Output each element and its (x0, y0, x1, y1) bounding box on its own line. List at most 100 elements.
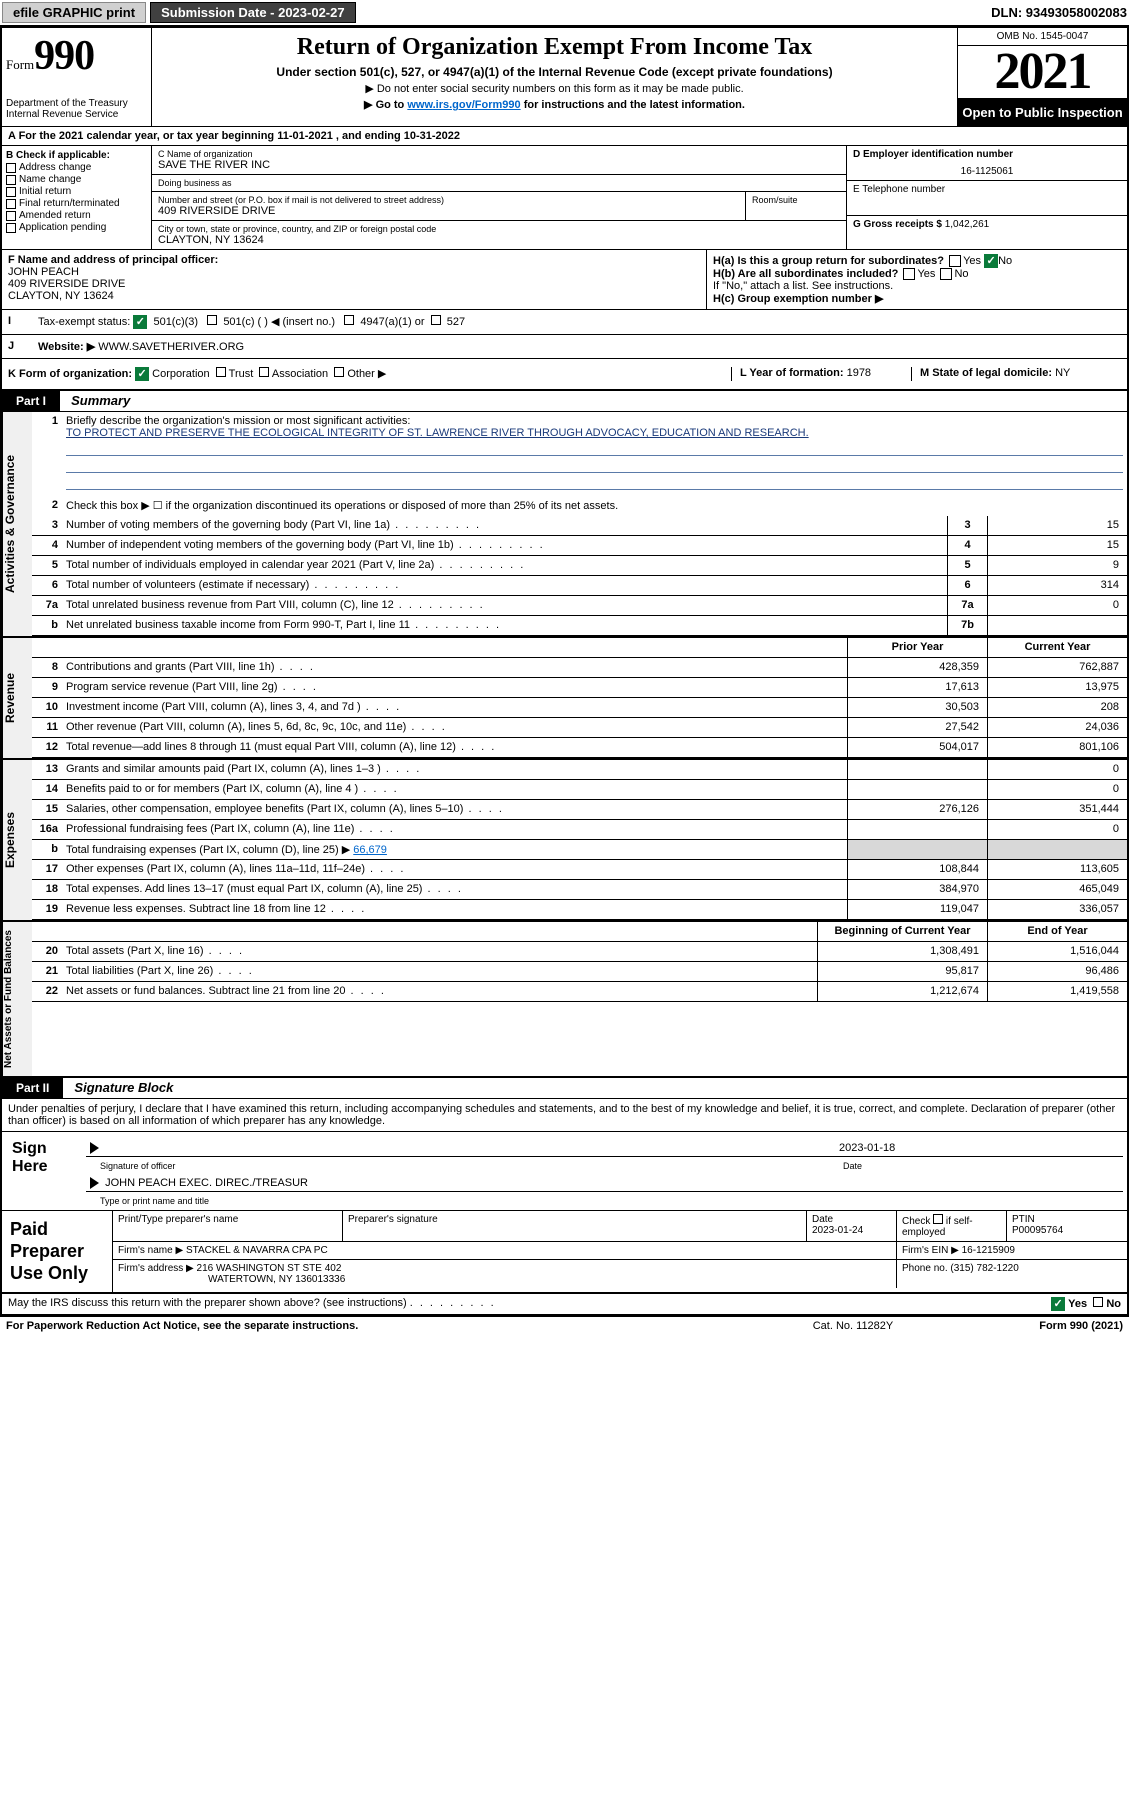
discuss-no-checkbox[interactable] (1093, 1297, 1103, 1307)
col-beginning-year: Beginning of Current Year (817, 922, 987, 941)
m-label: M State of legal domicile: (920, 367, 1052, 379)
table-row: 17 Other expenses (Part IX, column (A), … (32, 860, 1127, 880)
firm-ein-label: Firm's EIN ▶ (902, 1245, 959, 1256)
table-row: 16a Professional fundraising fees (Part … (32, 820, 1127, 840)
cell-grey (987, 840, 1127, 859)
l-label: L Year of formation: (740, 367, 844, 379)
e-label: E Telephone number (853, 184, 945, 195)
efile-button[interactable]: efile GRAPHIC print (2, 2, 146, 23)
form-subtitle: Under section 501(c), 527, or 4947(a)(1)… (158, 65, 951, 79)
ptin-label: PTIN (1012, 1214, 1035, 1225)
part-i-title: Summary (63, 393, 130, 408)
hb-note: If "No," attach a list. See instructions… (713, 280, 1121, 292)
501c-checkbox[interactable] (207, 315, 217, 325)
checkbox-final-return[interactable] (6, 199, 16, 209)
table-row: 11 Other revenue (Part VIII, column (A),… (32, 718, 1127, 738)
name-title-label: Type or print name and title (86, 1196, 1123, 1206)
arrow-icon (90, 1142, 99, 1154)
firm-name-label: Firm's name ▶ (118, 1245, 183, 1256)
firm-phone-label: Phone no. (902, 1263, 948, 1274)
dba-label: Doing business as (158, 178, 840, 188)
prep-sig-header: Preparer's signature (343, 1211, 807, 1241)
paperwork-notice: For Paperwork Reduction Act Notice, see … (6, 1320, 763, 1332)
501c3-checkbox-checked[interactable]: ✓ (133, 315, 147, 329)
table-row: 12 Total revenue—add lines 8 through 11 … (32, 738, 1127, 758)
table-row: 18 Total expenses. Add lines 13–17 (must… (32, 880, 1127, 900)
4947-checkbox[interactable] (344, 315, 354, 325)
row-klm: K Form of organization: ✓ Corporation Tr… (2, 359, 1127, 391)
gross-receipts: 1,042,261 (945, 219, 990, 230)
ha-yes-checkbox[interactable] (949, 255, 961, 267)
firm-phone: (315) 782-1220 (950, 1263, 1018, 1274)
other-checkbox[interactable] (334, 367, 344, 377)
signature-date: 2023-01-18 (839, 1142, 1119, 1154)
q1-label: Briefly describe the organization's miss… (66, 415, 410, 427)
firm-addr-label: Firm's address ▶ (118, 1263, 194, 1274)
table-row: 10 Investment income (Part VIII, column … (32, 698, 1127, 718)
dept-label: Department of the Treasury Internal Reve… (6, 98, 147, 120)
sign-here-label: Sign Here (2, 1132, 82, 1210)
c-label: C Name of organization (158, 149, 840, 159)
top-toolbar: efile GRAPHIC print Submission Date - 20… (0, 0, 1129, 26)
checkbox-address-change[interactable] (6, 163, 16, 173)
tax-exempt-status: Tax-exempt status: ✓ 501(c)(3) 501(c) ( … (32, 310, 1127, 334)
table-row: 20 Total assets (Part X, line 16) 1,308,… (32, 942, 1127, 962)
table-row: 15 Salaries, other compensation, employe… (32, 800, 1127, 820)
checkbox-amended[interactable] (6, 211, 16, 221)
hb-no-checkbox[interactable] (940, 268, 952, 280)
trust-checkbox[interactable] (216, 367, 226, 377)
checkbox-name-change[interactable] (6, 175, 16, 185)
corp-checkbox-checked[interactable]: ✓ (135, 367, 149, 381)
hb-label: H(b) Are all subordinates included? (713, 268, 898, 280)
checkbox-app-pending[interactable] (6, 223, 16, 233)
vtab-net-assets: Net Assets or Fund Balances (2, 922, 32, 1076)
d-label: D Employer identification number (853, 149, 1013, 160)
527-checkbox[interactable] (431, 315, 441, 325)
vtab-expenses: Expenses (2, 760, 32, 920)
line-16b-label: Total fundraising expenses (Part IX, col… (66, 844, 350, 856)
table-row: 22 Net assets or fund balances. Subtract… (32, 982, 1127, 1002)
part-ii-title: Signature Block (66, 1080, 173, 1095)
org-name: SAVE THE RIVER INC (158, 159, 840, 171)
hb-yes-checkbox[interactable] (903, 268, 915, 280)
submission-date-button[interactable]: Submission Date - 2023-02-27 (150, 2, 356, 23)
form-footer-label: Form 990 (2021) (943, 1320, 1123, 1332)
sig-officer-label: Signature of officer (100, 1161, 843, 1171)
self-employed-checkbox[interactable] (933, 1214, 943, 1224)
date-label: Date (843, 1161, 1123, 1171)
paid-preparer-label: PaidPreparerUse Only (2, 1211, 112, 1292)
f-label: F Name and address of principal officer: (8, 254, 218, 266)
line-16b-value: 66,679 (353, 844, 387, 856)
ptin-value: P00095764 (1012, 1225, 1063, 1236)
assoc-checkbox[interactable] (259, 367, 269, 377)
table-row: b Net unrelated business taxable income … (32, 616, 1127, 636)
hc-label: H(c) Group exemption number ▶ (713, 293, 883, 305)
row-i-marker: I (2, 310, 32, 334)
part-i-header: Part I (2, 391, 60, 411)
table-row: 7a Total unrelated business revenue from… (32, 596, 1127, 616)
irs-link[interactable]: www.irs.gov/Form990 (407, 99, 520, 111)
part-ii-header: Part II (2, 1078, 63, 1098)
signature-declaration: Under penalties of perjury, I declare th… (2, 1099, 1127, 1132)
website-label: Website: ▶ (38, 341, 95, 353)
firm-addr2: WATERTOWN, NY 136013336 (118, 1274, 345, 1285)
prep-date-value: 2023-01-24 (812, 1225, 863, 1236)
form-header: Form990 Department of the Treasury Inter… (2, 28, 1127, 127)
checkbox-initial-return[interactable] (6, 187, 16, 197)
firm-name: STACKEL & NAVARRA CPA PC (186, 1245, 328, 1256)
cat-number: Cat. No. 11282Y (763, 1320, 943, 1332)
ha-no-checkbox-checked[interactable]: ✓ (984, 254, 998, 268)
prep-date-header: Date (812, 1214, 833, 1225)
table-row: 6 Total number of volunteers (estimate i… (32, 576, 1127, 596)
dln-label: DLN: 93493058002083 (991, 5, 1127, 20)
form-note-2: ▶ Go to www.irs.gov/Form990 for instruct… (158, 98, 951, 111)
firm-ein: 16-1215909 (962, 1245, 1015, 1256)
table-row: 9 Program service revenue (Part VIII, li… (32, 678, 1127, 698)
vtab-revenue: Revenue (2, 638, 32, 758)
k-label: K Form of organization: (8, 368, 132, 380)
officer-name-title: JOHN PEACH EXEC. DIREC./TREASUR (105, 1177, 308, 1189)
city-label: City or town, state or province, country… (158, 224, 840, 234)
table-row: 5 Total number of individuals employed i… (32, 556, 1127, 576)
discuss-yes-checked[interactable]: ✓ (1051, 1297, 1065, 1311)
cell-grey (847, 840, 987, 859)
